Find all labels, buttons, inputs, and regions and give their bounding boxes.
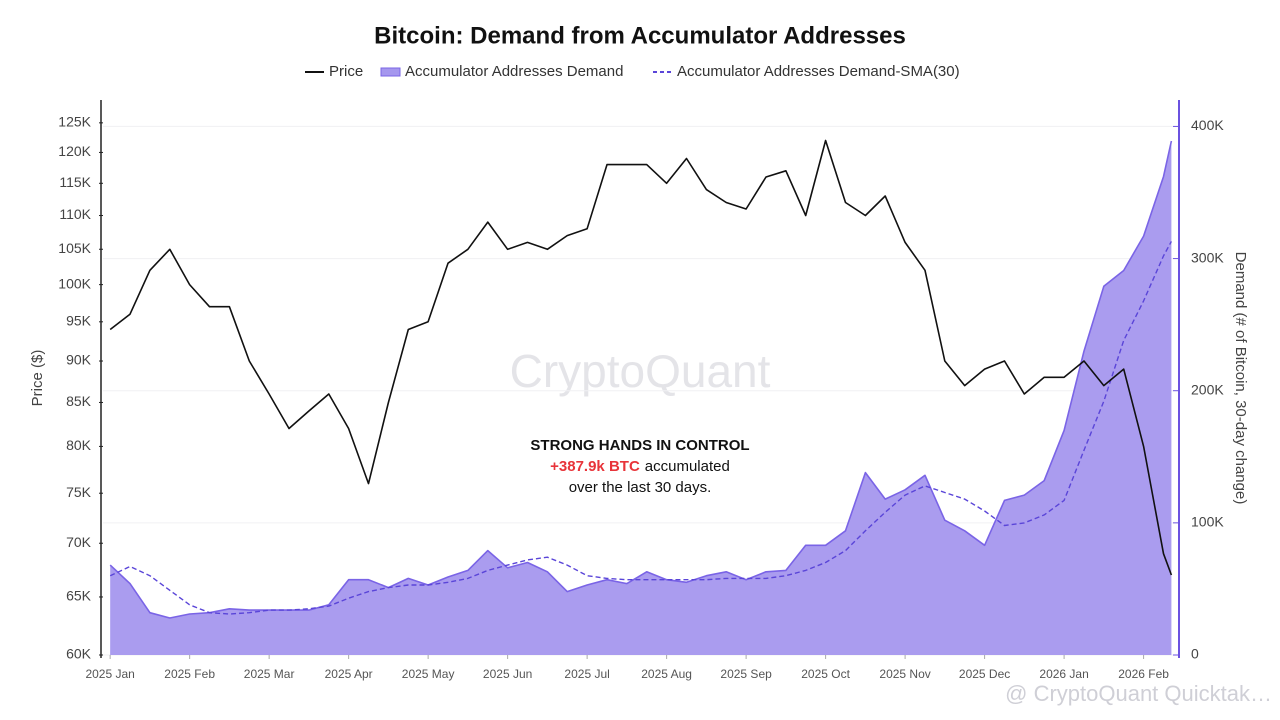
y-tick-label: 80K — [66, 437, 92, 453]
y-tick-label: 95K — [66, 313, 92, 329]
y-tick-label: 125K — [58, 114, 91, 130]
y-tick-label: 120K — [58, 143, 91, 159]
annotation: STRONG HANDS IN CONTROL +387.9k BTC accum… — [530, 437, 749, 496]
legend-item: Price — [305, 63, 363, 80]
line — [109, 241, 1173, 615]
source-watermark: @ CryptoQuant Quicktak… — [1005, 681, 1272, 706]
legend-label: Accumulator Addresses Demand — [405, 63, 623, 80]
x-tick-label: 2025 Sep — [720, 667, 772, 681]
annotation-headline: STRONG HANDS IN CONTROL — [530, 437, 749, 454]
x-tick-label: 2026 Feb — [1118, 667, 1169, 681]
y-tick-label: 65K — [66, 588, 92, 604]
area — [110, 141, 1172, 655]
x-tick-label: 2026 Jan — [1039, 667, 1088, 681]
annotation-line: +387.9k BTC accumulated — [550, 458, 730, 475]
x-tick-label: 2025 Feb — [164, 667, 215, 681]
y2-axis-label: Demand (# of Bitcoin, 30-day change) — [1232, 252, 1249, 505]
y-tick-label: 90K — [66, 352, 92, 368]
y-tick-label: 100K — [58, 275, 91, 291]
x-tick-label: 2025 Aug — [641, 667, 692, 681]
y-tick-label: 115K — [59, 174, 91, 190]
y2-tick-label: 100K — [1191, 514, 1224, 530]
y-tick-label: 70K — [66, 534, 92, 550]
y2-tick-label: 300K — [1191, 249, 1224, 265]
y2-tick-label: 400K — [1191, 117, 1224, 133]
legend-label: Accumulator Addresses Demand-SMA(30) — [677, 63, 960, 80]
annotation-line3: over the last 30 days. — [569, 479, 712, 496]
y-axis-label: Price ($) — [29, 350, 46, 407]
x-tick-label: 2025 Mar — [244, 667, 295, 681]
x-tick-label: 2025 Dec — [959, 667, 1010, 681]
y-tick-label: 60K — [66, 646, 92, 662]
x-tick-label: 2025 Jul — [564, 667, 609, 681]
annotation-highlight: +387.9k BTC — [550, 458, 640, 475]
chart-title: Bitcoin: Demand from Accumulator Address… — [374, 22, 906, 49]
legend-label: Price — [329, 63, 363, 80]
x-tick-label: 2025 Jun — [483, 667, 532, 681]
annotation-text: accumulated — [645, 458, 730, 475]
y-tick-label: 85K — [66, 393, 92, 409]
x-tick-label: 2025 Jan — [85, 667, 134, 681]
y-tick-label: 105K — [58, 240, 91, 256]
x-tick-label: 2025 Nov — [879, 667, 930, 681]
y2-tick-label: 200K — [1191, 381, 1224, 397]
x-tick-label: 2025 May — [402, 667, 455, 681]
y-tick-label: 75K — [66, 484, 92, 500]
watermark: CryptoQuant — [510, 345, 771, 397]
y2-tick-label: 0 — [1191, 646, 1199, 662]
x-tick-label: 2025 Oct — [801, 667, 850, 681]
line — [109, 139, 1173, 576]
legend-item: Accumulator Addresses Demand — [380, 63, 623, 80]
legend-swatch — [380, 67, 401, 77]
legend-item: Accumulator Addresses Demand-SMA(30) — [653, 63, 960, 80]
y-tick-label: 110K — [59, 206, 91, 222]
x-tick-label: 2025 Apr — [325, 667, 373, 681]
